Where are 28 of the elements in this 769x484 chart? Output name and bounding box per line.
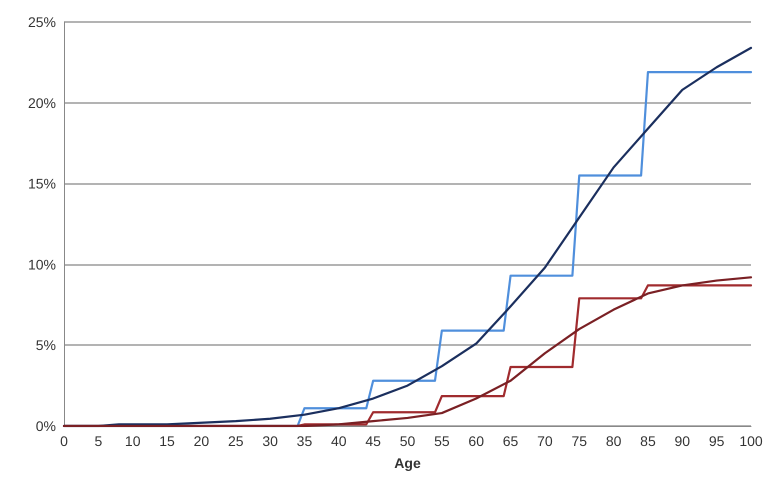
y-tick-label: 15%: [28, 176, 56, 192]
x-tick-label: 45: [365, 433, 382, 449]
x-tick-label: 60: [468, 433, 484, 449]
x-axis-title: Age: [394, 455, 421, 471]
x-tick-label: 75: [571, 433, 588, 449]
x-tick-label: 100: [739, 433, 763, 449]
x-tick-label: 20: [194, 433, 210, 449]
x-tick-label: 90: [674, 433, 690, 449]
x-tick-label: 70: [537, 433, 553, 449]
x-tick-label: 35: [296, 433, 312, 449]
x-tick-label: 10: [124, 433, 141, 449]
y-tick-label: 0%: [36, 418, 56, 434]
x-tick-label: 85: [640, 433, 656, 449]
y-tick-label: 25%: [28, 14, 56, 30]
x-tick-label: 5: [94, 433, 102, 449]
x-tick-label: 95: [708, 433, 725, 449]
x-tick-label: 80: [606, 433, 622, 449]
y-tick-label: 20%: [28, 94, 56, 111]
x-tick-label: 30: [262, 433, 278, 449]
y-tick-label: 5%: [36, 337, 56, 354]
x-tick-label: 25: [228, 433, 244, 449]
x-tick-label: 40: [331, 433, 347, 449]
x-tick-label: 50: [400, 433, 416, 449]
x-tick-label: 15: [159, 433, 176, 449]
x-tick-label: 65: [502, 433, 519, 449]
x-tick-label: 55: [434, 433, 450, 449]
y-tick-label: 10%: [28, 256, 56, 272]
x-tick-label: 0: [60, 433, 68, 449]
